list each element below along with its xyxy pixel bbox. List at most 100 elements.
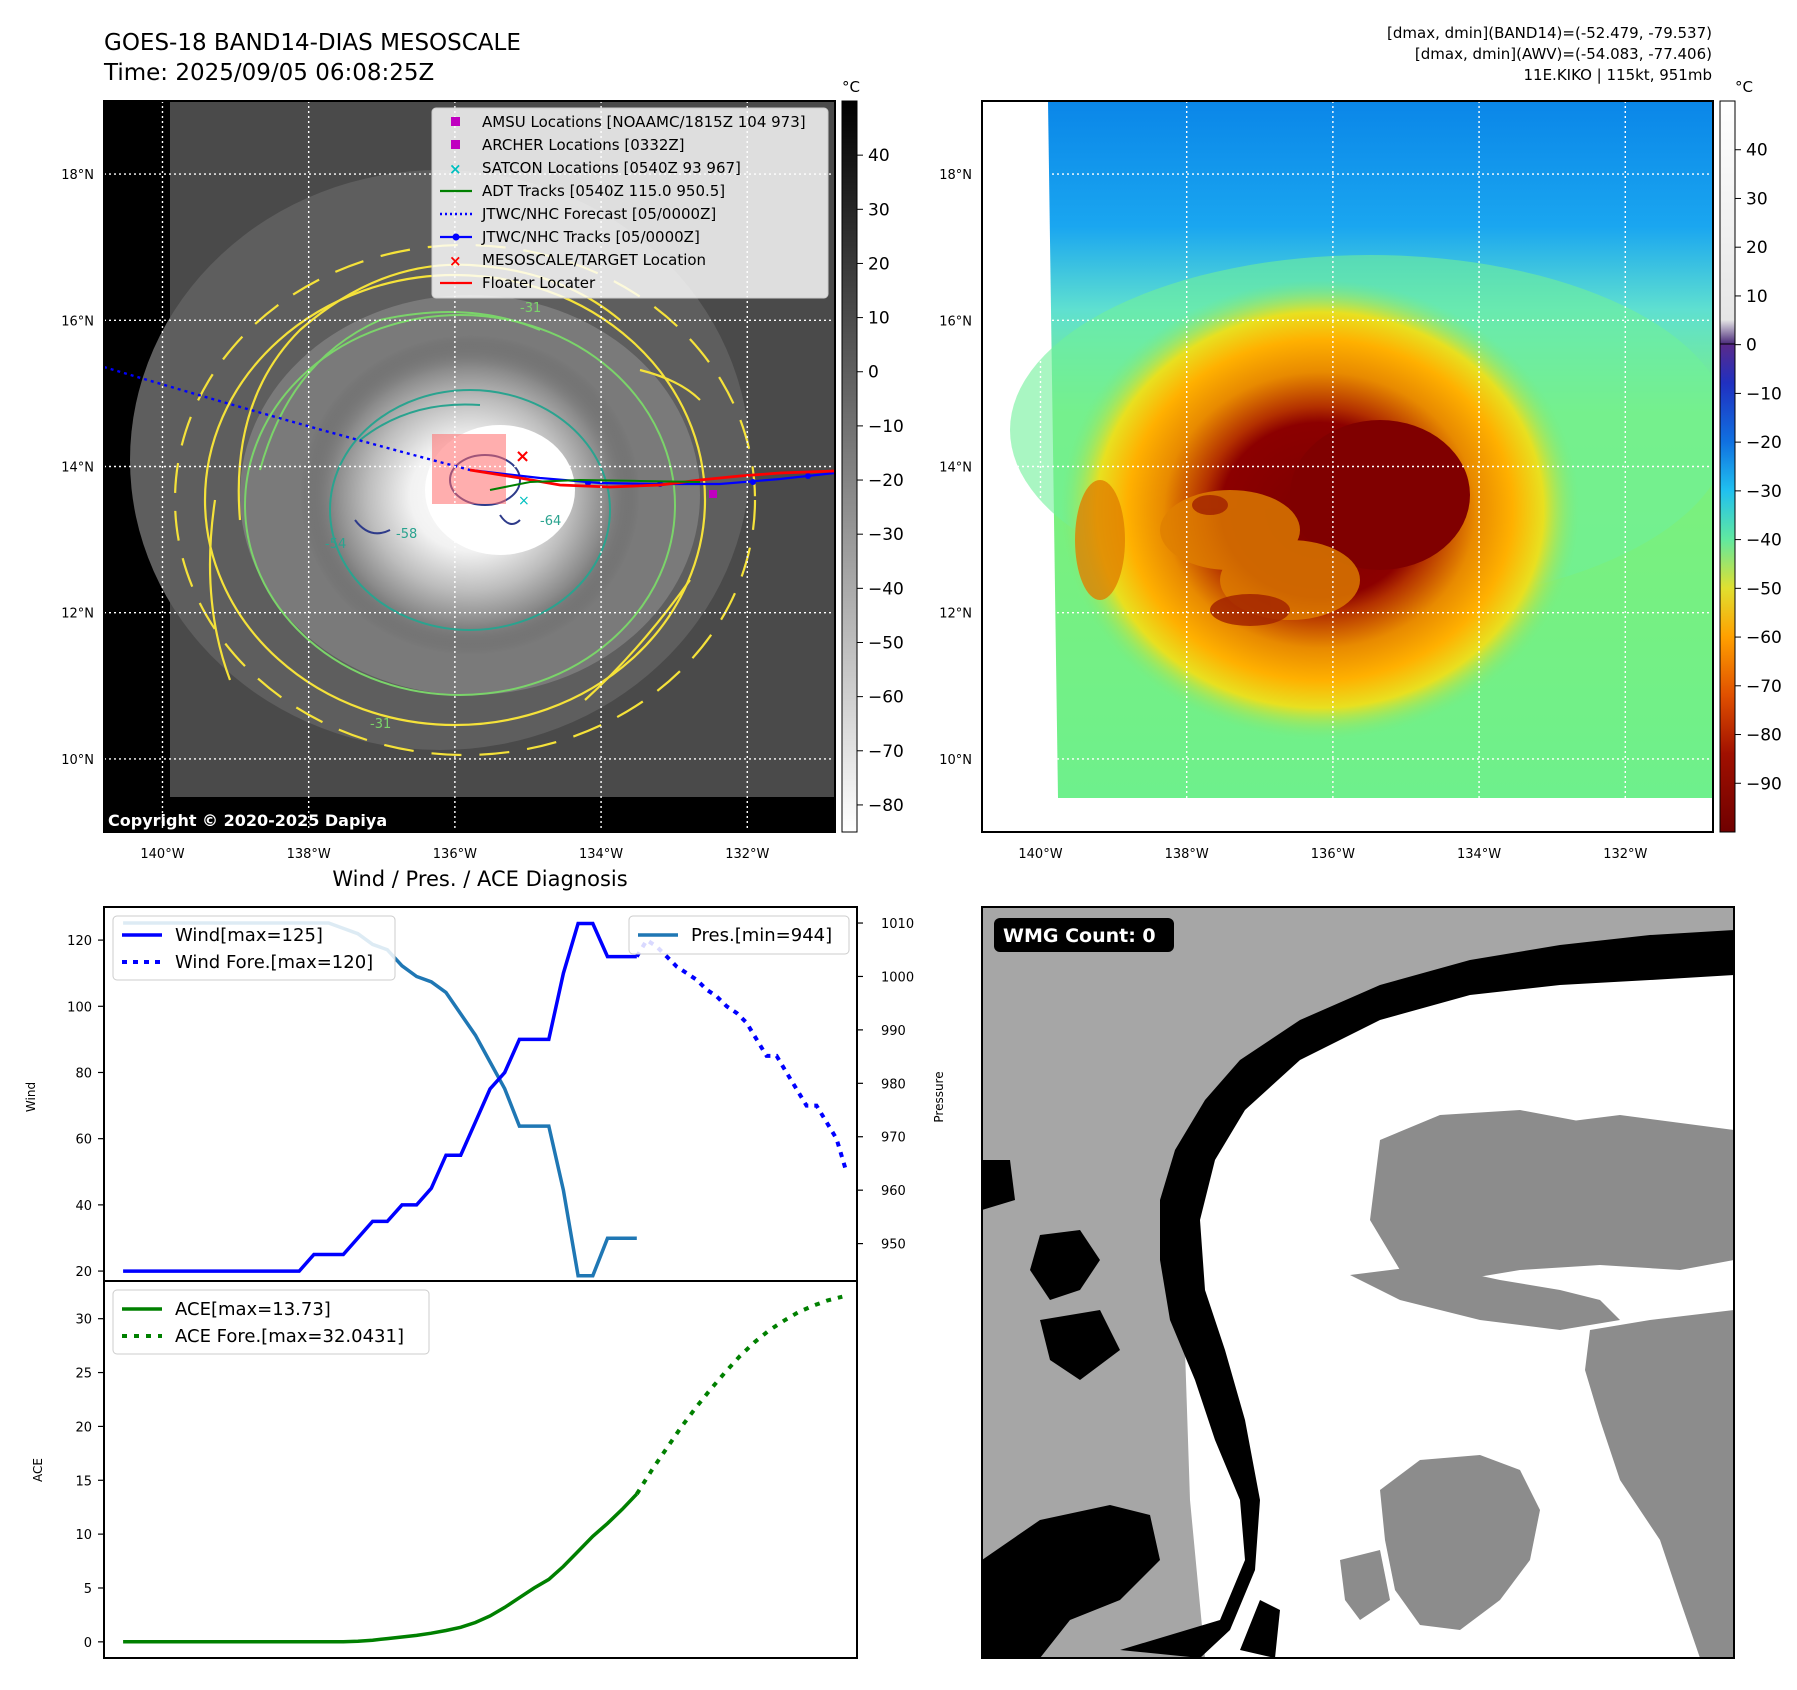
- ace-tick-label: 5: [84, 1582, 92, 1597]
- colorbar-tick-label: −60: [868, 688, 904, 708]
- lat-tick-label: 16°N: [61, 314, 94, 329]
- legend-label: MESOSCALE/TARGET Location: [482, 251, 706, 269]
- map-legend: AMSU Locations [NOAAMC/1815Z 104 973] ARC…: [431, 107, 829, 299]
- colorbar-tick-label: −80: [1746, 726, 1782, 746]
- lat-tick-label: 14°N: [61, 461, 94, 476]
- lon-tick-label: 140°W: [1018, 847, 1062, 862]
- wind-legend: Wind[max=125] Wind Fore.[max=120]: [112, 915, 396, 981]
- lat-tick-label: 16°N: [939, 314, 972, 329]
- legend-pressure: Pres.[min=944]: [691, 925, 832, 946]
- lon-tick-label: 140°W: [140, 847, 184, 862]
- lat-tick-label: 18°N: [939, 168, 972, 183]
- colorbar-tick-label: 0: [1746, 336, 1757, 356]
- ace-tick-label: 20: [75, 1420, 92, 1435]
- floater-track: [469, 468, 835, 489]
- pressure-tick-label: 1010: [881, 917, 914, 932]
- ir-map-axis-labels: 140°W 138°W 136°W 134°W 132°W 18°N 16°N 14°N 12°…: [61, 168, 769, 862]
- awv-map: [982, 101, 1713, 832]
- map-gridlines: [104, 101, 835, 832]
- colorbar-tick-label: 40: [868, 146, 890, 166]
- lat-tick-label: 18°N: [61, 168, 94, 183]
- colorbar-tick-label: 30: [1746, 189, 1768, 209]
- lon-tick-label: 134°W: [579, 847, 623, 862]
- pressure-ylabel: Pressure: [932, 1071, 946, 1122]
- awv-map-frame: [981, 100, 1714, 833]
- colorbar-tick-label: −50: [1746, 579, 1782, 599]
- colorbar-tick-label: −70: [1746, 677, 1782, 697]
- legend-entry: × SATCON Locations [0540Z 93 967]: [449, 159, 741, 178]
- figure-time: Time: 2025/09/05 06:08:25Z: [103, 60, 434, 86]
- legend-entry: JTWC/NHC Forecast [05/0000Z]: [440, 205, 716, 223]
- awv-colorbar: °C 40 30 20 10 0 −10 −20 −30 −40 −50 −60 −70 −80 −90: [1719, 78, 1782, 833]
- mesoscale-target-marker: ×: [515, 446, 530, 467]
- ace-tick-label: 10: [75, 1528, 92, 1543]
- ace-tick-label: 15: [75, 1474, 92, 1489]
- colorbar-tick-label: −50: [868, 633, 904, 653]
- diagnosis-title: Wind / Pres. / ACE Diagnosis: [332, 867, 627, 891]
- pressure-tick-label: 970: [881, 1131, 906, 1146]
- legend-wind-forecast: Wind Fore.[max=120]: [175, 952, 373, 973]
- forecast-track: [104, 365, 471, 472]
- awv-gridlines: [982, 101, 1713, 832]
- contour-label: -31: [520, 301, 541, 316]
- colorbar-tick-label: −20: [1746, 433, 1782, 453]
- legend-label: ARCHER Locations [0332Z]: [482, 136, 685, 154]
- colorbar-tick-label: 40: [1746, 141, 1768, 161]
- wind-tick-label: 40: [75, 1199, 92, 1214]
- awv-colorbar-unit: °C: [1735, 78, 1753, 96]
- ace-ylabel: ACE: [31, 1458, 45, 1482]
- colorbar-tick-label: −30: [868, 525, 904, 545]
- lat-tick-label: 14°N: [939, 461, 972, 476]
- lon-tick-label: 132°W: [1603, 847, 1647, 862]
- wind-tick-label: 20: [75, 1265, 92, 1280]
- colorbar-tick-label: −40: [1746, 531, 1782, 551]
- colorbar-tick-label: −30: [1746, 482, 1782, 502]
- colorbar-tick-label: −70: [868, 742, 904, 762]
- pressure-tick-label: 960: [881, 1184, 906, 1199]
- wmg-count: WMG Count: 0: [1003, 925, 1156, 947]
- ace-legend: ACE[max=13.73] ACE Fore.[max=32.0431]: [112, 1289, 430, 1355]
- contour-label: -31: [370, 717, 391, 732]
- legend-label: AMSU Locations [NOAAMC/1815Z 104 973]: [482, 113, 806, 131]
- lat-tick-label: 12°N: [61, 607, 94, 622]
- wmg-frame: [981, 906, 1735, 1659]
- info-awv: [dmax, dmin](AWV)=(-54.083, -77.406): [1415, 45, 1712, 63]
- satcon-marker: ×: [518, 493, 530, 509]
- ir-colorbar: °C 40 30 20 10 0 −10 −20 −30 −40 −50 −60 −70 −80: [841, 78, 904, 833]
- ir-colorbar-unit: °C: [842, 78, 860, 96]
- legend-entry: ARCHER Locations [0332Z]: [451, 136, 685, 154]
- legend-wind: Wind[max=125]: [175, 925, 323, 946]
- info-band14: [dmax, dmin](BAND14)=(-52.479, -79.537): [1387, 24, 1712, 42]
- figure-title: GOES-18 BAND14-DIAS MESOSCALE: [104, 30, 521, 56]
- lat-tick-label: 10°N: [939, 753, 972, 768]
- wind-ylabel: Wind: [24, 1082, 38, 1112]
- svg-text:×: ×: [449, 252, 462, 270]
- lon-tick-label: 136°W: [1311, 847, 1355, 862]
- colorbar-tick-label: −90: [1746, 774, 1782, 794]
- pressure-tick-label: 990: [881, 1024, 906, 1039]
- wind-line: [123, 921, 637, 1273]
- colorbar-tick-label: −20: [868, 471, 904, 491]
- ace-tick-label: 25: [75, 1367, 92, 1382]
- colorbar-tick-label: −60: [1746, 628, 1782, 648]
- adt-track: [489, 478, 701, 491]
- legend-label: SATCON Locations [0540Z 93 967]: [482, 159, 741, 177]
- lat-tick-label: 10°N: [61, 753, 94, 768]
- legend-label: Floater Locater: [482, 274, 596, 292]
- colorbar-tick-label: 10: [1746, 287, 1768, 307]
- colorbar-tick-label: −80: [868, 796, 904, 816]
- ace-forecast-line: [635, 1294, 843, 1496]
- legend-entry: ADT Tracks [0540Z 115.0 950.5]: [440, 182, 725, 200]
- wind-tick-label: 100: [67, 1000, 92, 1015]
- ir-map-frame: [103, 100, 836, 833]
- legend-entry: JTWC/NHC Tracks [05/0000Z]: [440, 228, 700, 246]
- pressure-tick-label: 980: [881, 1077, 906, 1092]
- info-storm: 11E.KIKO | 115kt, 951mb: [1523, 66, 1712, 84]
- legend-entry: Floater Locater: [440, 274, 596, 292]
- wind-tick-label: 80: [75, 1066, 92, 1081]
- colorbar-tick-label: −40: [868, 579, 904, 599]
- colorbar-tick-label: 10: [868, 309, 890, 329]
- wind-tick-label: 60: [75, 1133, 92, 1148]
- ace-line: [123, 1492, 639, 1644]
